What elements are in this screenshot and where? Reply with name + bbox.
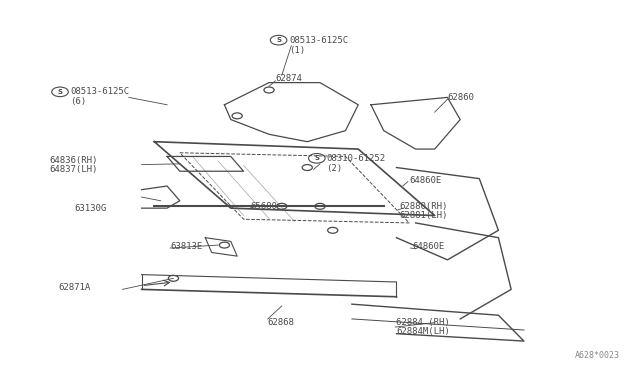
Circle shape	[264, 87, 274, 93]
Text: S: S	[314, 155, 319, 161]
Text: S: S	[276, 37, 281, 43]
Circle shape	[328, 227, 338, 233]
Circle shape	[220, 242, 230, 248]
Circle shape	[302, 164, 312, 170]
Text: 62860: 62860	[447, 93, 474, 102]
Text: 62871A: 62871A	[59, 283, 91, 292]
Text: 62884 (RH): 62884 (RH)	[396, 318, 450, 327]
Text: 62881(LH): 62881(LH)	[399, 211, 448, 220]
Text: (6): (6)	[70, 97, 86, 106]
Circle shape	[276, 203, 287, 209]
Text: 62880(RH): 62880(RH)	[399, 202, 448, 211]
Text: 62868: 62868	[268, 318, 294, 327]
Text: A628*0023: A628*0023	[575, 350, 620, 359]
Circle shape	[315, 203, 325, 209]
Text: 08310-61252: 08310-61252	[326, 154, 385, 163]
Text: (1): (1)	[289, 46, 305, 55]
Text: 64837(LH): 64837(LH)	[49, 165, 97, 174]
Text: 64860E: 64860E	[412, 243, 445, 251]
Text: 62884M(LH): 62884M(LH)	[396, 327, 450, 336]
Text: 62874: 62874	[275, 74, 302, 83]
Text: 08513-6125C: 08513-6125C	[289, 36, 349, 45]
Text: 64836(RH): 64836(RH)	[49, 155, 97, 165]
Text: 63813E: 63813E	[170, 243, 202, 251]
Circle shape	[168, 275, 179, 281]
Text: 63130G: 63130G	[75, 203, 107, 213]
Text: 08513-6125C: 08513-6125C	[70, 87, 129, 96]
Text: S: S	[58, 89, 63, 95]
Text: 65680: 65680	[250, 202, 276, 211]
Text: 64860E: 64860E	[409, 176, 442, 185]
Text: (2): (2)	[326, 164, 342, 173]
Circle shape	[232, 113, 243, 119]
